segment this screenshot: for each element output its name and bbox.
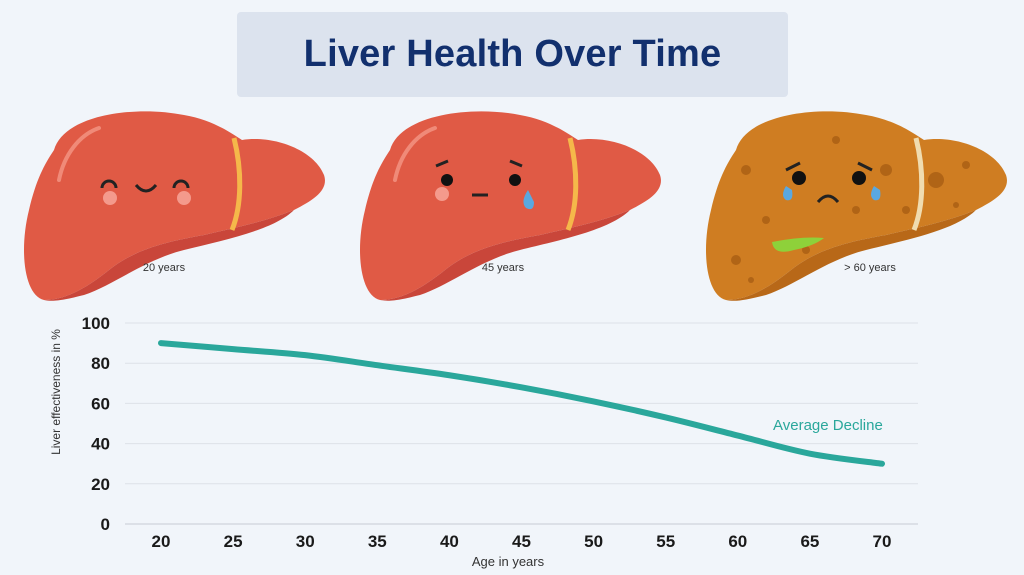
x-tick-label: 60 <box>728 532 747 551</box>
x-tick-label: 70 <box>873 532 892 551</box>
y-tick-label: 60 <box>91 394 110 413</box>
y-tick-label: 80 <box>91 354 110 373</box>
liver-healthy-illustration <box>24 111 325 301</box>
x-tick-label: 50 <box>584 532 603 551</box>
x-tick-label: 40 <box>440 532 459 551</box>
y-axis-label: Liver effectiveness in % <box>49 329 63 455</box>
title-banner: Liver Health Over Time <box>237 12 788 97</box>
sad-face-icon <box>435 159 534 210</box>
series-label: Average Decline <box>773 417 883 434</box>
x-tick-label: 35 <box>368 532 387 551</box>
tear-icon <box>523 190 534 210</box>
happy-face-icon <box>100 179 191 205</box>
x-tick-label: 20 <box>152 532 171 551</box>
x-tick-label: 45 <box>512 532 531 551</box>
y-tick-label: 20 <box>91 475 110 494</box>
y-tick-label: 0 <box>101 515 110 534</box>
line-chart: 0 20 40 60 80 100 20 25 30 35 40 45 50 55 60 65 70 Aver… <box>49 314 918 569</box>
x-tick-label: 25 <box>224 532 243 551</box>
stage-label: 20 years <box>143 262 186 274</box>
stage-label: 45 years <box>482 262 525 274</box>
y-tick-label: 40 <box>91 435 110 454</box>
gallbladder-icon <box>772 237 824 252</box>
x-tick-label: 55 <box>656 532 675 551</box>
stage-label: > 60 years <box>844 262 896 274</box>
crying-face-icon <box>783 161 881 204</box>
page-title: Liver Health Over Time <box>303 33 722 75</box>
x-tick-label: 65 <box>800 532 819 551</box>
liver-fatty-illustration <box>706 111 1007 301</box>
y-tick-label: 100 <box>82 314 110 333</box>
x-axis-label: Age in years <box>472 554 545 569</box>
x-tick-label: 30 <box>296 532 315 551</box>
liver-sad-illustration <box>360 111 661 301</box>
